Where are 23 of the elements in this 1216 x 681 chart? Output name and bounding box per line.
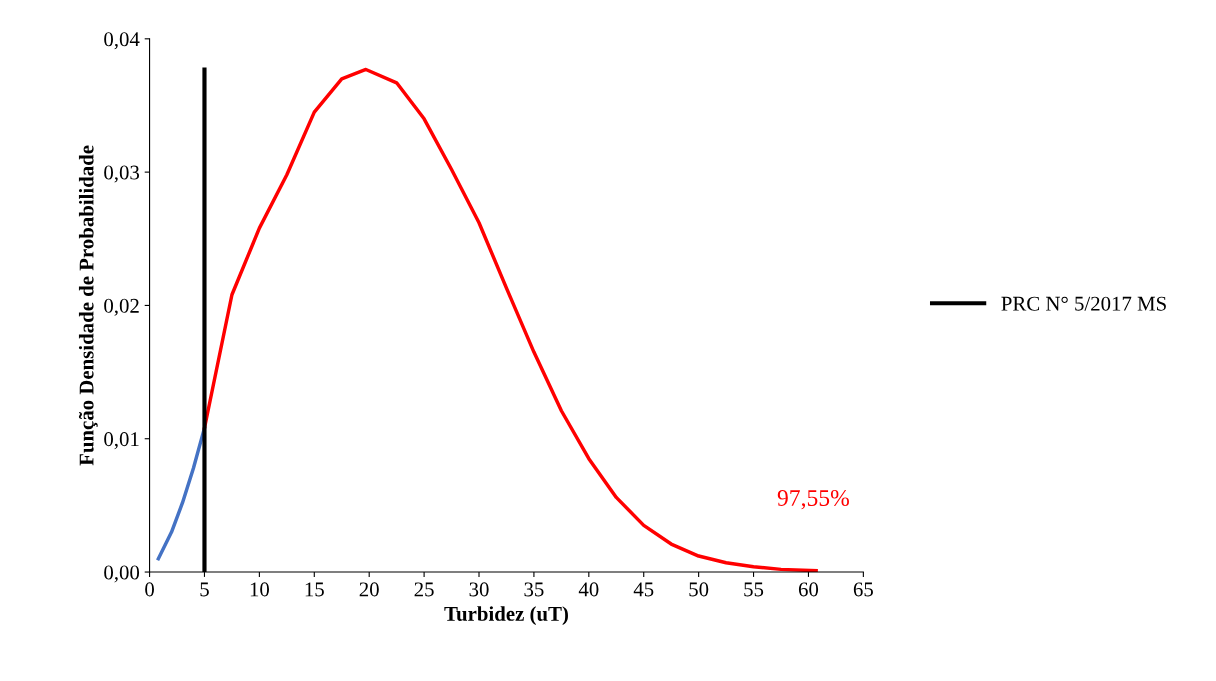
x-tick-label: 40 — [578, 582, 599, 597]
annotation: 97,55% — [777, 489, 849, 510]
x-tick-label: 0 — [145, 582, 154, 597]
x-tick-label: 20 — [359, 582, 379, 597]
x-axis-title: Turbidez (uT) — [444, 606, 568, 626]
x-tick-label: 15 — [305, 582, 324, 597]
y-tick-label: 0,00 — [104, 565, 140, 583]
y-axis-title: Função Densidade de Probabilidade — [78, 145, 98, 466]
y-tick-label: 0,04 — [104, 32, 140, 50]
x-tick-label: 65 — [853, 582, 873, 597]
x-tick-label: 60 — [798, 582, 819, 597]
x-tick-label: 10 — [250, 582, 269, 597]
y-tick-label: 0,02 — [104, 298, 139, 316]
x-tick-label: 50 — [689, 582, 709, 597]
x-tick-label: 30 — [469, 582, 489, 597]
y-tick-label: 0,03 — [104, 165, 140, 183]
x-tick-label: 5 — [200, 582, 209, 597]
x-tick-label: 45 — [633, 582, 654, 597]
x-tick-label: 25 — [414, 582, 434, 597]
ref-line-label: PRC N° 5/2017 MS — [1001, 296, 1166, 311]
x-tick-label: 35 — [524, 582, 544, 597]
x-tick-label: 55 — [744, 582, 764, 597]
y-tick-label: 0,01 — [104, 432, 139, 450]
